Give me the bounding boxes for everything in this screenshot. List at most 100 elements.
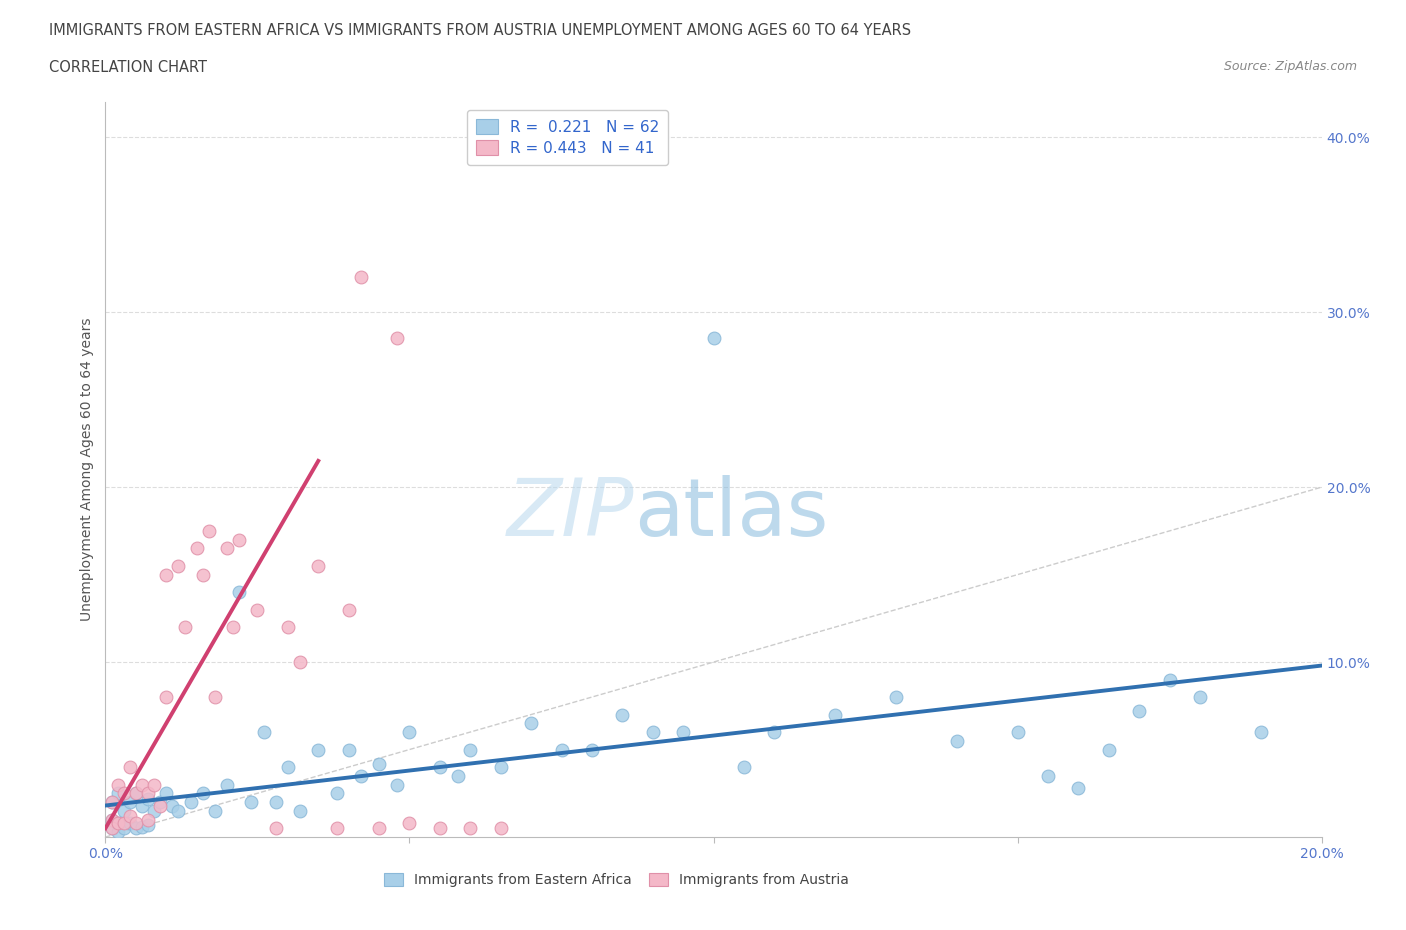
Point	[288, 804, 311, 818]
Point	[143, 777, 166, 792]
Point	[1250, 724, 1272, 739]
Point	[204, 690, 226, 705]
Point	[337, 602, 360, 617]
Point	[1007, 724, 1029, 739]
Point	[429, 821, 451, 836]
Point	[107, 777, 129, 792]
Point	[824, 707, 846, 722]
Point	[228, 585, 250, 600]
Point	[307, 558, 329, 573]
Point	[136, 812, 159, 827]
Point	[458, 742, 481, 757]
Point	[520, 716, 543, 731]
Point	[100, 794, 122, 809]
Point	[125, 816, 148, 830]
Point	[118, 816, 141, 830]
Point	[368, 756, 391, 771]
Point	[191, 786, 214, 801]
Point	[131, 777, 153, 792]
Point	[1159, 672, 1181, 687]
Point	[763, 724, 786, 739]
Point	[100, 812, 122, 827]
Point	[733, 760, 755, 775]
Point	[458, 821, 481, 836]
Point	[429, 760, 451, 775]
Point	[155, 690, 177, 705]
Point	[136, 791, 159, 806]
Point	[1036, 768, 1059, 783]
Point	[118, 760, 141, 775]
Point	[1128, 704, 1150, 719]
Point	[884, 690, 907, 705]
Point	[100, 821, 122, 836]
Legend: Immigrants from Eastern Africa, Immigrants from Austria: Immigrants from Eastern Africa, Immigran…	[378, 867, 855, 893]
Point	[100, 821, 122, 836]
Point	[387, 331, 409, 346]
Point	[264, 821, 287, 836]
Point	[702, 331, 725, 346]
Point	[550, 742, 572, 757]
Point	[100, 794, 122, 809]
Point	[228, 532, 250, 547]
Point	[198, 524, 221, 538]
Point	[1067, 780, 1090, 795]
Point	[112, 816, 135, 830]
Point	[240, 794, 263, 809]
Point	[136, 817, 159, 832]
Point	[107, 816, 129, 830]
Point	[350, 768, 373, 783]
Point	[325, 821, 347, 836]
Point	[155, 786, 177, 801]
Point	[173, 619, 195, 634]
Point	[398, 724, 420, 739]
Point	[118, 808, 141, 823]
Point	[277, 760, 299, 775]
Point	[489, 821, 512, 836]
Point	[672, 724, 695, 739]
Text: ZIP: ZIP	[508, 474, 634, 552]
Point	[112, 821, 135, 836]
Point	[277, 619, 299, 634]
Point	[118, 794, 141, 809]
Point	[100, 812, 122, 827]
Point	[131, 798, 153, 813]
Point	[945, 734, 967, 749]
Point	[167, 804, 190, 818]
Point	[162, 798, 184, 813]
Point	[398, 816, 420, 830]
Point	[337, 742, 360, 757]
Text: atlas: atlas	[634, 474, 830, 552]
Text: Source: ZipAtlas.com: Source: ZipAtlas.com	[1223, 60, 1357, 73]
Point	[125, 821, 148, 836]
Point	[217, 541, 239, 556]
Point	[325, 786, 347, 801]
Point	[107, 816, 129, 830]
Point	[1188, 690, 1211, 705]
Point	[125, 786, 148, 801]
Y-axis label: Unemployment Among Ages 60 to 64 years: Unemployment Among Ages 60 to 64 years	[80, 318, 94, 621]
Point	[107, 786, 129, 801]
Point	[447, 768, 470, 783]
Text: IMMIGRANTS FROM EASTERN AFRICA VS IMMIGRANTS FROM AUSTRIA UNEMPLOYMENT AMONG AGE: IMMIGRANTS FROM EASTERN AFRICA VS IMMIGR…	[49, 23, 911, 38]
Point	[489, 760, 512, 775]
Text: CORRELATION CHART: CORRELATION CHART	[49, 60, 207, 75]
Point	[107, 824, 129, 839]
Point	[143, 804, 166, 818]
Point	[264, 794, 287, 809]
Point	[180, 794, 202, 809]
Point	[149, 798, 172, 813]
Point	[581, 742, 603, 757]
Point	[307, 742, 329, 757]
Point	[167, 558, 190, 573]
Point	[252, 724, 274, 739]
Point	[368, 821, 391, 836]
Point	[149, 794, 172, 809]
Point	[641, 724, 664, 739]
Point	[155, 567, 177, 582]
Point	[125, 786, 148, 801]
Point	[112, 786, 135, 801]
Point	[136, 786, 159, 801]
Point	[350, 270, 373, 285]
Point	[222, 619, 245, 634]
Point	[112, 804, 135, 818]
